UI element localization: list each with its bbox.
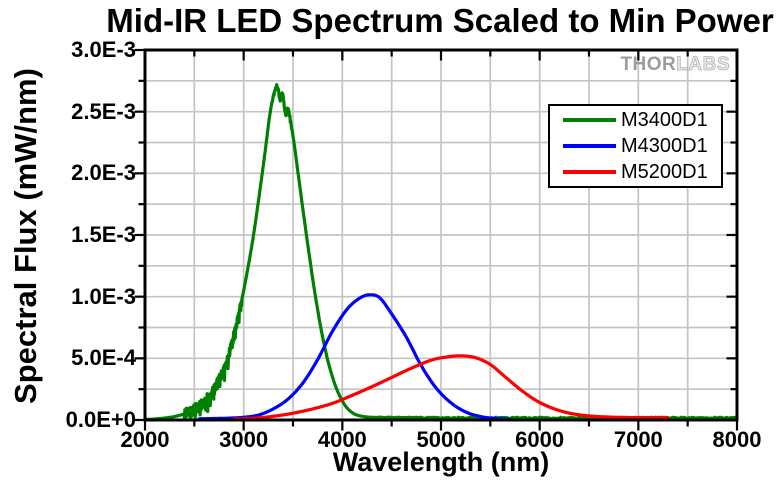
y-tick-label: 2.0E-3: [71, 160, 136, 186]
x-tick-label: 6000: [515, 427, 565, 452]
x-tick-label: 3000: [219, 427, 269, 452]
legend-item-m5200d1: M5200D1: [550, 159, 721, 185]
x-tick-label: 8000: [712, 427, 762, 452]
y-tick-label: 5.0E-4: [71, 345, 136, 371]
legend-item-m3400d1: M3400D1: [550, 107, 721, 133]
x-tick-label: 2000: [120, 427, 170, 452]
thorlabs-logo: THORLABS: [450, 54, 730, 76]
legend-swatch-m4300d1: [563, 144, 616, 148]
legend-item-label: M3400D1: [621, 108, 708, 131]
x-tick-label: 5000: [416, 427, 466, 452]
chart-title: Mid-IR LED Spectrum Scaled to Min Power: [106, 2, 774, 39]
y-tick-label: 3.0E-3: [71, 37, 136, 62]
legend-swatch-m3400d1: [563, 118, 616, 122]
legend: M3400D1 M4300D1 M5200D1: [548, 104, 723, 188]
legend-item-m4300d1: M4300D1: [550, 133, 721, 159]
y-tick-label: 1.0E-3: [71, 283, 136, 309]
x-tick-label: 4000: [317, 427, 367, 452]
thorlabs-logo-labs: LABS: [676, 54, 730, 76]
y-tick-label: 2.5E-3: [71, 98, 136, 124]
series-line-m4300d1: [197, 293, 512, 421]
y-tick-label: 0.0E+0: [65, 407, 136, 432]
legend-item-label: M5200D1: [621, 160, 708, 183]
thorlabs-logo-thor: THOR: [620, 54, 677, 75]
series-line-m5200d1: [232, 354, 670, 421]
plot-frame: [143, 48, 739, 422]
legend-item-label: M4300D1: [621, 134, 708, 157]
x-axis-label: Wavelength (nm): [332, 447, 550, 477]
y-tick-label: 1.5E-3: [71, 222, 136, 247]
legend-swatch-m5200d1: [563, 170, 616, 174]
x-tick-label: 7000: [613, 427, 663, 452]
